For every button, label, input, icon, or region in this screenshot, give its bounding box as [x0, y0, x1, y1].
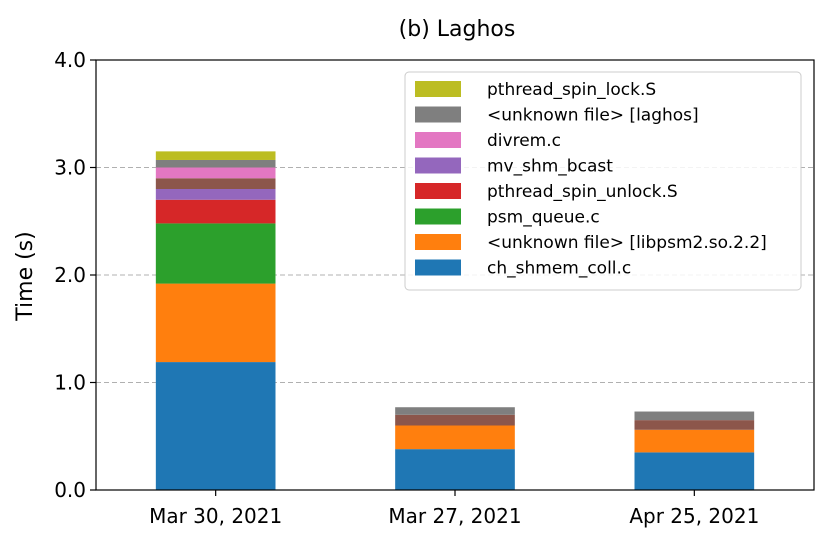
bar-segment-0-0	[155, 362, 276, 490]
bar-segment-0-1	[155, 283, 276, 363]
legend-label-4: mv_shm_bcast	[487, 157, 613, 177]
legend-label-0: ch_shmem_coll.c	[487, 259, 631, 279]
y-tick-label-2: 2.0	[54, 263, 86, 287]
bar-segment-2-5	[634, 420, 755, 430]
legend-label-7: <unknown file> [laghos]	[487, 106, 699, 126]
legend-box	[404, 71, 802, 291]
legend-swatch-0	[415, 259, 461, 276]
bar-segment-0-6	[155, 167, 276, 179]
legend-swatch-7	[415, 106, 461, 123]
legend-swatch-1	[415, 234, 461, 250]
x-tick-label-0: Mar 30, 2021	[149, 504, 282, 528]
legend-label-3: pthread_spin_unlock.S	[487, 182, 678, 202]
legend-label-1: <unknown file> [libpsm2.so.2.2]	[487, 233, 767, 253]
x-tick-label-2: Apr 25, 2021	[629, 504, 759, 528]
bar-segment-0-4	[155, 189, 276, 200]
bar-segment-1-0	[395, 449, 515, 490]
y-ticks: 0.0 1.0 2.0 3.0 4.0	[54, 48, 96, 502]
legend-swatch-8	[415, 81, 461, 97]
legend-swatch-2	[415, 208, 461, 225]
bars	[155, 151, 755, 490]
chart-title: (b) Laghos	[399, 17, 516, 42]
bar-segment-0-2	[155, 223, 276, 284]
y-tick-label-3: 3.0	[54, 156, 86, 180]
bar-segment-1-7	[395, 407, 515, 415]
bar-segment-0-7	[155, 159, 276, 168]
legend-swatch-4	[415, 157, 461, 174]
legend-label-6: divrem.c	[487, 131, 561, 151]
legend-label-2: psm_queue.c	[487, 208, 600, 228]
legend-label-8: pthread_spin_lock.S	[487, 80, 656, 100]
bar-segment-2-1	[634, 429, 755, 453]
y-tick-label-1: 1.0	[54, 371, 86, 395]
bar-segment-1-1	[395, 425, 515, 450]
x-ticks: Mar 30, 2021 Mar 27, 2021 Apr 25, 2021	[149, 490, 759, 528]
bar-segment-0-5	[155, 178, 276, 189]
bar-segment-0-3	[155, 199, 276, 224]
legend-swatch-3	[415, 183, 461, 199]
x-tick-label-1: Mar 27, 2021	[388, 504, 521, 528]
bar-segment-1-5	[395, 414, 515, 426]
bar-segment-2-0	[634, 452, 755, 490]
y-axis-label: Time (s)	[13, 231, 38, 321]
bar-segment-0-8	[155, 151, 276, 160]
legend-swatch-6	[415, 132, 461, 148]
y-tick-label-4: 4.0	[54, 48, 86, 72]
bar-segment-2-7	[634, 411, 755, 421]
y-tick-label-0: 0.0	[54, 478, 86, 502]
legend: pthread_spin_lock.S <unknown file> [lagho…	[404, 71, 802, 291]
